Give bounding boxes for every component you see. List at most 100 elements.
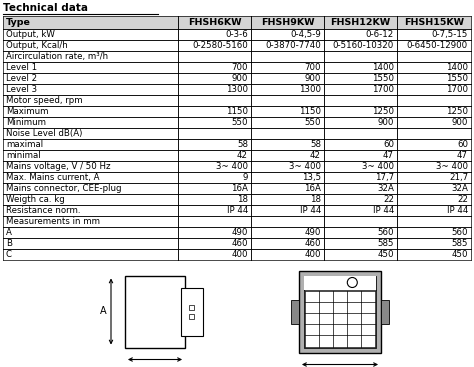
Text: C: C	[6, 250, 12, 259]
Bar	[181, 287, 203, 335]
Text: 0-6-12: 0-6-12	[366, 30, 394, 39]
Text: 22: 22	[383, 195, 394, 204]
Text: Level 2: Level 2	[6, 74, 37, 83]
Text: 32A: 32A	[377, 184, 394, 193]
Text: 0-4,5-9: 0-4,5-9	[290, 30, 321, 39]
Text: Resistance norm.: Resistance norm.	[6, 206, 81, 215]
Text: Output, Kcal/h: Output, Kcal/h	[6, 41, 68, 50]
Text: Mains connector, CEE-plug: Mains connector, CEE-plug	[6, 184, 121, 193]
Text: Maximum: Maximum	[6, 107, 48, 116]
Text: Minimum: Minimum	[6, 118, 46, 127]
Bar	[304, 276, 376, 348]
Text: 13,5: 13,5	[302, 173, 321, 182]
Bar	[299, 270, 381, 352]
Bar	[397, 16, 471, 29]
Text: 1250: 1250	[372, 107, 394, 116]
Text: 22: 22	[457, 195, 468, 204]
Text: 1250: 1250	[446, 107, 468, 116]
Text: 490: 490	[305, 228, 321, 237]
Text: FHSH9KW: FHSH9KW	[261, 18, 314, 27]
Text: 3~ 400: 3~ 400	[289, 162, 321, 171]
Text: 560: 560	[377, 228, 394, 237]
Bar	[3, 16, 178, 29]
Text: Output, kW: Output, kW	[6, 30, 55, 39]
Text: 585: 585	[452, 239, 468, 248]
Text: 60: 60	[457, 140, 468, 149]
Text: 0-6450-12900: 0-6450-12900	[407, 41, 468, 50]
Text: 0-7,5-15: 0-7,5-15	[432, 30, 468, 39]
Text: 900: 900	[378, 118, 394, 127]
Bar	[251, 16, 324, 29]
Text: Max. Mains current, A: Max. Mains current, A	[6, 173, 100, 182]
Text: Type: Type	[6, 18, 31, 27]
Text: IP 44: IP 44	[447, 206, 468, 215]
Text: 32A: 32A	[451, 184, 468, 193]
Text: minimal: minimal	[6, 151, 41, 160]
Bar	[381, 299, 389, 323]
Text: 18: 18	[237, 195, 248, 204]
Bar	[190, 313, 194, 319]
Text: 400: 400	[231, 250, 248, 259]
Text: A: A	[6, 228, 12, 237]
Text: FHSH6KW: FHSH6KW	[188, 18, 241, 27]
Text: 450: 450	[452, 250, 468, 259]
Text: 490: 490	[232, 228, 248, 237]
Text: 17,7: 17,7	[375, 173, 394, 182]
Text: IP 44: IP 44	[227, 206, 248, 215]
Text: 0-3-6: 0-3-6	[225, 30, 248, 39]
Text: Technical data: Technical data	[3, 3, 88, 13]
Text: 450: 450	[377, 250, 394, 259]
Text: 1550: 1550	[446, 74, 468, 83]
Text: 550: 550	[304, 118, 321, 127]
Text: 900: 900	[305, 74, 321, 83]
Text: Weigth ca. kg: Weigth ca. kg	[6, 195, 65, 204]
Text: 900: 900	[232, 74, 248, 83]
Text: 550: 550	[231, 118, 248, 127]
Text: 1150: 1150	[226, 107, 248, 116]
Text: 60: 60	[383, 140, 394, 149]
Text: Aircirculation rate, m³/h: Aircirculation rate, m³/h	[6, 52, 108, 61]
Text: IP 44: IP 44	[300, 206, 321, 215]
Text: Mains voltage, V / 50 Hz: Mains voltage, V / 50 Hz	[6, 162, 110, 171]
Text: 16A: 16A	[231, 184, 248, 193]
Text: Level 3: Level 3	[6, 85, 37, 94]
Text: 42: 42	[310, 151, 321, 160]
Text: 21,7: 21,7	[449, 173, 468, 182]
Text: 0-2580-5160: 0-2580-5160	[192, 41, 248, 50]
Text: 1550: 1550	[372, 74, 394, 83]
Bar	[190, 305, 194, 309]
Text: B: B	[6, 239, 12, 248]
Bar	[304, 276, 376, 290]
Text: 3~ 400: 3~ 400	[436, 162, 468, 171]
Text: 700: 700	[304, 63, 321, 72]
Text: 18: 18	[310, 195, 321, 204]
Text: A: A	[100, 306, 106, 316]
Text: 585: 585	[377, 239, 394, 248]
Text: 9: 9	[243, 173, 248, 182]
Text: 47: 47	[383, 151, 394, 160]
Text: 400: 400	[304, 250, 321, 259]
Text: 16A: 16A	[304, 184, 321, 193]
Text: 3~ 400: 3~ 400	[216, 162, 248, 171]
Text: 1300: 1300	[226, 85, 248, 94]
Text: FHSH12KW: FHSH12KW	[330, 18, 391, 27]
Text: 1400: 1400	[372, 63, 394, 72]
Text: 560: 560	[452, 228, 468, 237]
Text: 1300: 1300	[299, 85, 321, 94]
Text: 700: 700	[231, 63, 248, 72]
Text: 42: 42	[237, 151, 248, 160]
Text: 58: 58	[310, 140, 321, 149]
Text: 900: 900	[452, 118, 468, 127]
Text: FHSH15KW: FHSH15KW	[404, 18, 464, 27]
Text: Noise Level dB(A): Noise Level dB(A)	[6, 129, 82, 138]
Text: maximal: maximal	[6, 140, 43, 149]
Text: 1700: 1700	[446, 85, 468, 94]
Text: 0-5160-10320: 0-5160-10320	[333, 41, 394, 50]
Text: Motor speed, rpm: Motor speed, rpm	[6, 96, 82, 105]
Bar	[291, 299, 299, 323]
Text: 3~ 400: 3~ 400	[362, 162, 394, 171]
Bar	[125, 276, 185, 348]
Text: 47: 47	[457, 151, 468, 160]
Text: 1400: 1400	[446, 63, 468, 72]
Text: 58: 58	[237, 140, 248, 149]
